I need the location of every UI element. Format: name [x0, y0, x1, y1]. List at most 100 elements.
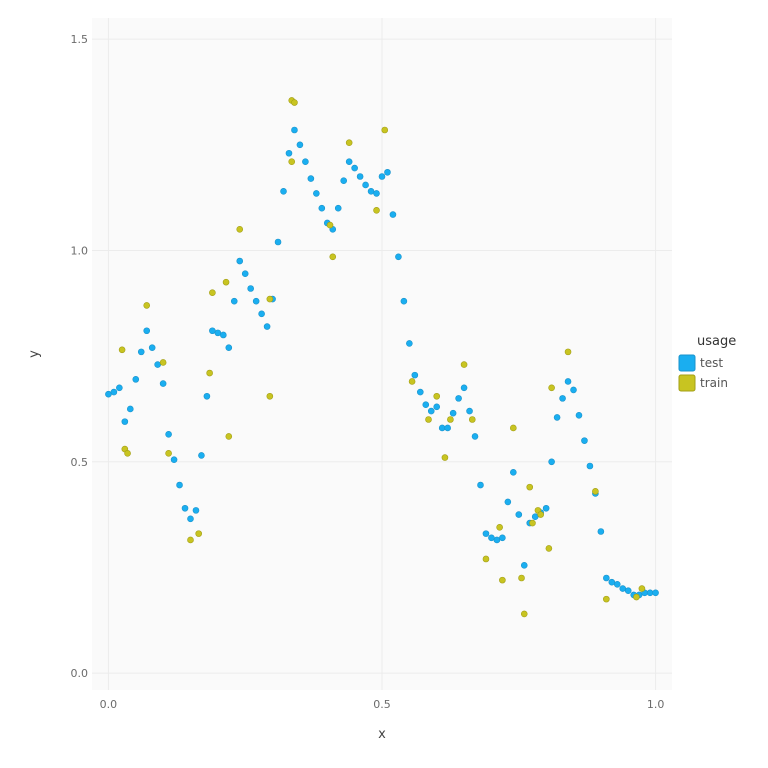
data-point-test [198, 452, 205, 459]
data-point-test [170, 456, 178, 463]
data-point-train [433, 392, 441, 400]
legend-label-train: train [700, 376, 728, 390]
data-point-train [447, 416, 454, 423]
data-point-train [468, 416, 476, 423]
data-point-test [274, 238, 282, 246]
data-point-train [603, 595, 610, 603]
data-point-test [137, 348, 145, 356]
data-point-test [225, 344, 233, 351]
data-point-test [258, 310, 265, 318]
data-point-train [159, 359, 167, 366]
data-point-train [143, 302, 151, 309]
data-point-test [586, 462, 594, 470]
data-point-test [176, 481, 183, 489]
data-point-test [433, 403, 441, 411]
data-point-test [575, 411, 583, 419]
data-point-test [307, 175, 315, 182]
data-point-train [548, 384, 555, 392]
data-point-train [266, 392, 274, 400]
data-point-test [285, 149, 293, 157]
data-point-test [499, 534, 506, 542]
data-point-test [493, 536, 501, 544]
data-point-train [225, 433, 233, 440]
data-point-test [116, 384, 123, 392]
data-point-train [329, 253, 337, 261]
data-point-test [515, 511, 523, 518]
data-point-train [545, 545, 553, 552]
data-point-test [247, 285, 254, 292]
data-point-train [520, 610, 528, 618]
data-point-train [441, 454, 449, 461]
data-point-test [438, 424, 446, 432]
data-point-test [613, 581, 621, 588]
data-point-train [526, 483, 534, 491]
data-point-test [340, 177, 347, 185]
data-point-test [460, 384, 468, 392]
data-point-train [124, 450, 131, 457]
data-point-train [460, 361, 468, 368]
data-point-train [345, 139, 353, 146]
data-point-train [373, 207, 380, 214]
data-point-test [318, 204, 326, 212]
y-tick-label: 0.5 [71, 456, 89, 469]
data-point-train [496, 523, 503, 531]
y-tick-label: 1.0 [71, 244, 89, 257]
data-point-train [118, 346, 126, 354]
data-point-train [222, 278, 230, 286]
data-point-train [326, 221, 334, 229]
data-point-test [603, 574, 610, 582]
y-tick-labels: 0.0 0.5 1.0 1.5 [71, 33, 89, 680]
data-point-train [291, 99, 298, 106]
data-point-test [520, 562, 528, 569]
data-point-test [187, 515, 194, 523]
data-point-test [417, 388, 424, 396]
data-point-test [608, 578, 616, 586]
data-point-test [466, 407, 473, 415]
data-point-train [206, 369, 213, 377]
data-point-test [148, 344, 156, 351]
data-point-train [633, 593, 640, 601]
data-point-test [154, 361, 161, 368]
legend-title: usage [697, 334, 736, 349]
data-point-train [209, 289, 216, 297]
data-point-test [203, 392, 211, 400]
data-point-test [510, 469, 517, 476]
x-tick-label: 0.0 [100, 698, 118, 711]
y-axis-title: y [27, 350, 42, 358]
data-point-test [378, 173, 386, 180]
data-point-test [570, 386, 577, 394]
data-point-test [214, 329, 222, 337]
data-point-train [510, 424, 517, 432]
data-point-test [351, 164, 358, 172]
legend-label-test: test [700, 356, 723, 370]
data-point-test [477, 481, 484, 489]
data-point-test [482, 530, 490, 537]
data-point-test [263, 323, 271, 330]
data-point-test [280, 187, 287, 195]
data-point-train [195, 530, 202, 537]
data-point-train [288, 158, 296, 165]
data-point-test [296, 141, 304, 149]
data-point-test [159, 380, 167, 387]
y-tick-label: 1.5 [71, 33, 89, 46]
data-point-train [425, 416, 432, 423]
data-point-test [553, 414, 561, 421]
data-point-test [143, 327, 151, 335]
data-point-test [581, 437, 588, 444]
data-point-train [482, 555, 490, 563]
data-point-test [313, 190, 320, 197]
data-point-test [427, 407, 435, 415]
legend: usage test train [678, 334, 736, 392]
data-point-train [266, 295, 274, 303]
data-point-train [537, 511, 544, 518]
data-point-test [121, 418, 129, 425]
y-tick-label: 0.0 [71, 667, 89, 680]
data-point-train [165, 450, 172, 457]
data-point-train [564, 348, 572, 356]
data-point-test [345, 158, 353, 165]
data-point-test [652, 589, 659, 597]
data-point-train [592, 488, 599, 495]
series-test-points [105, 126, 659, 599]
series-train-points [118, 97, 646, 618]
